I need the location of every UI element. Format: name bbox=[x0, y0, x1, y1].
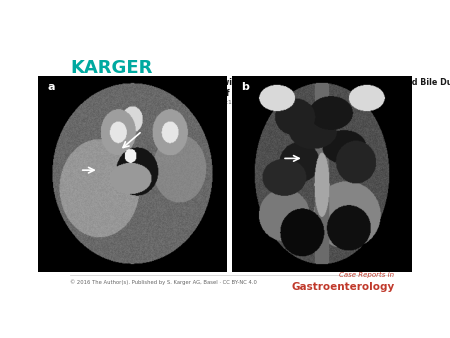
Text: KARGER: KARGER bbox=[70, 59, 153, 77]
Text: b: b bbox=[241, 82, 248, 92]
Text: Case Reports in: Case Reports in bbox=[339, 272, 395, 278]
Text: Gastroenterology: Gastroenterology bbox=[291, 283, 395, 292]
Text: the Pyloric Ring: First Report of a Rare Anomaly: the Pyloric Ring: First Report of a Rare… bbox=[86, 89, 304, 98]
Text: Incomplete Annular Pancreas with Ectopic Opening of the Pancreatic and Bile Duct: Incomplete Annular Pancreas with Ectopic… bbox=[86, 78, 450, 87]
Text: Case Rep Gastroenterol 2016;10:373–380 · DOI:10.1159/000447292: Case Rep Gastroenterol 2016;10:373–380 ·… bbox=[86, 100, 288, 105]
Text: a: a bbox=[48, 82, 55, 92]
Text: © 2016 The Author(s). Published by S. Karger AG, Basel · CC BY-NC 4.0: © 2016 The Author(s). Published by S. Ka… bbox=[70, 280, 257, 285]
